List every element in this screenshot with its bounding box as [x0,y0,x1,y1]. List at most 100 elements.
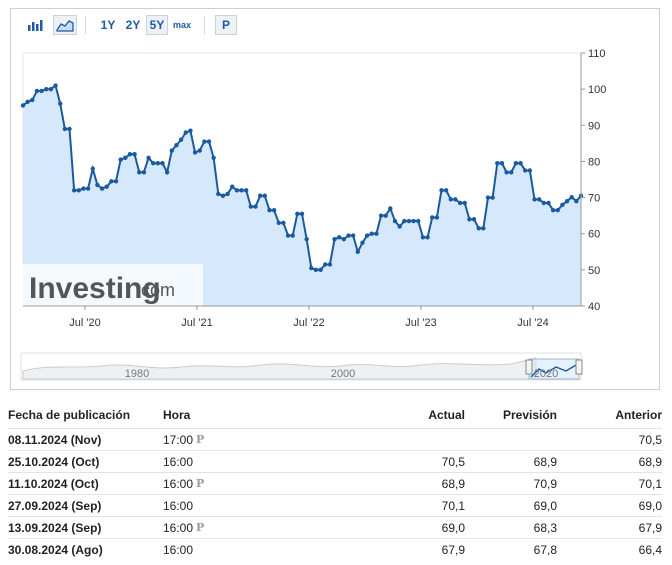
cell-actual-value: 67,9 [441,542,465,557]
data-point [360,240,365,245]
cell-release-date-value: 30.08.2024 (Ago) [8,542,103,557]
range-2y-button[interactable]: 2Y [125,18,141,32]
range-navigator[interactable]: 1980 2000 2020 [20,352,583,381]
data-point [476,226,481,231]
data-point [164,170,170,175]
cell-release-date: 30.08.2024 (Ago) [8,538,163,560]
range-max-button[interactable]: max [172,20,191,30]
header-forecast: Previsión [502,408,557,422]
y-tick-label: 90 [588,120,600,132]
data-point [416,218,421,224]
cell-previous-value: 66,4 [638,542,662,557]
data-point [160,161,165,166]
cell-actual: 67,9 [303,538,465,560]
data-point [430,215,435,220]
data-point [178,137,184,142]
data-point [197,148,202,153]
data-point [523,168,528,173]
data-point [467,217,472,222]
data-point [564,198,570,204]
cell-previous: 69,0 [557,494,662,517]
data-point [485,195,491,200]
table-row: 13.09.2024 (Sep) 16:00 P 69,0 68,3 67,9 [8,516,662,539]
navigator-right-handle[interactable] [575,359,583,375]
cell-previous: 67,9 [557,516,662,539]
data-point [495,161,500,166]
data-point [183,130,188,135]
area-chart-icon[interactable] [53,15,77,35]
cell-forecast: 70,9 [465,472,557,495]
cell-actual-value: 68,9 [441,476,465,491]
data-point [532,197,537,202]
data-point [295,211,300,217]
data-point [471,217,477,222]
navigator-left-handle[interactable] [525,359,533,375]
cell-time: 16:00 [163,494,303,517]
data-point [220,193,226,198]
data-point [309,265,314,271]
data-point [202,139,207,144]
cell-forecast-value: 68,9 [533,454,557,469]
table-row: 11.10.2024 (Oct) 16:00 P 68,9 70,9 70,1 [8,472,662,495]
data-point [90,166,95,171]
cell-release-date-value: 13.09.2024 (Sep) [8,520,102,535]
investing-logo: Investing [29,272,161,305]
chart-container: 1Y 2Y 5Y max P Investing .com 40 50 60 70 80… [10,8,660,390]
data-point [141,170,147,175]
data-point [341,236,347,242]
cell-actual-value: 70,1 [441,498,465,513]
data-point [313,267,319,273]
cell-time-value: 16:00 [163,498,194,513]
x-tick-label: Jul '24 [517,317,548,329]
data-point [188,128,193,133]
cell-time-value: 16:00 [163,542,194,557]
range-5y-button[interactable]: 5Y [146,15,168,35]
y-tick-label: 70 [588,193,600,205]
data-point [244,188,249,193]
data-point [337,235,342,240]
data-point [39,88,44,94]
cell-previous-value: 70,5 [638,432,662,447]
series-markers [20,83,584,273]
header-release-date: Fecha de publicación [8,408,131,422]
data-point [248,204,254,209]
header-time: Hora [163,408,191,422]
chart-toolbar: 1Y 2Y 5Y max P [11,9,659,43]
data-point [132,152,137,157]
data-point [290,233,295,238]
y-tick-label: 60 [588,229,600,241]
cell-forecast-value: 69,0 [533,498,557,513]
range-1y-button[interactable]: 1Y [100,18,116,32]
data-point [323,262,328,267]
pin-button[interactable]: P [215,15,237,35]
data-point [285,233,291,238]
cell-forecast: 68,9 [465,450,557,473]
cell-forecast-value: 68,3 [533,520,557,535]
data-point [369,231,374,236]
data-point [462,200,467,206]
cell-previous-value: 69,0 [638,498,662,513]
data-point [420,235,426,240]
data-point [267,208,272,213]
data-point [81,186,86,191]
cell-actual-value: 69,0 [441,520,465,535]
cell-previous: 68,9 [557,450,662,473]
cell-time: 17:00 P [163,428,303,451]
cell-previous: 66,4 [557,538,662,560]
data-point [71,188,77,193]
data-point [546,200,551,206]
bar-chart-icon[interactable] [23,15,47,35]
data-point [230,184,235,189]
y-tick-label: 50 [588,265,600,277]
data-point [127,152,133,157]
data-point [30,97,35,103]
data-point [550,208,556,213]
data-point [388,206,393,211]
table-row: 25.10.2024 (Oct) 16:00 70,5 68,9 68,9 [8,450,662,473]
data-point [53,83,58,88]
cell-actual: 68,9 [303,472,465,495]
preliminary-icon: P [196,520,205,534]
cell-previous-value: 67,9 [638,520,662,535]
data-point [434,215,440,220]
data-point [276,220,281,226]
